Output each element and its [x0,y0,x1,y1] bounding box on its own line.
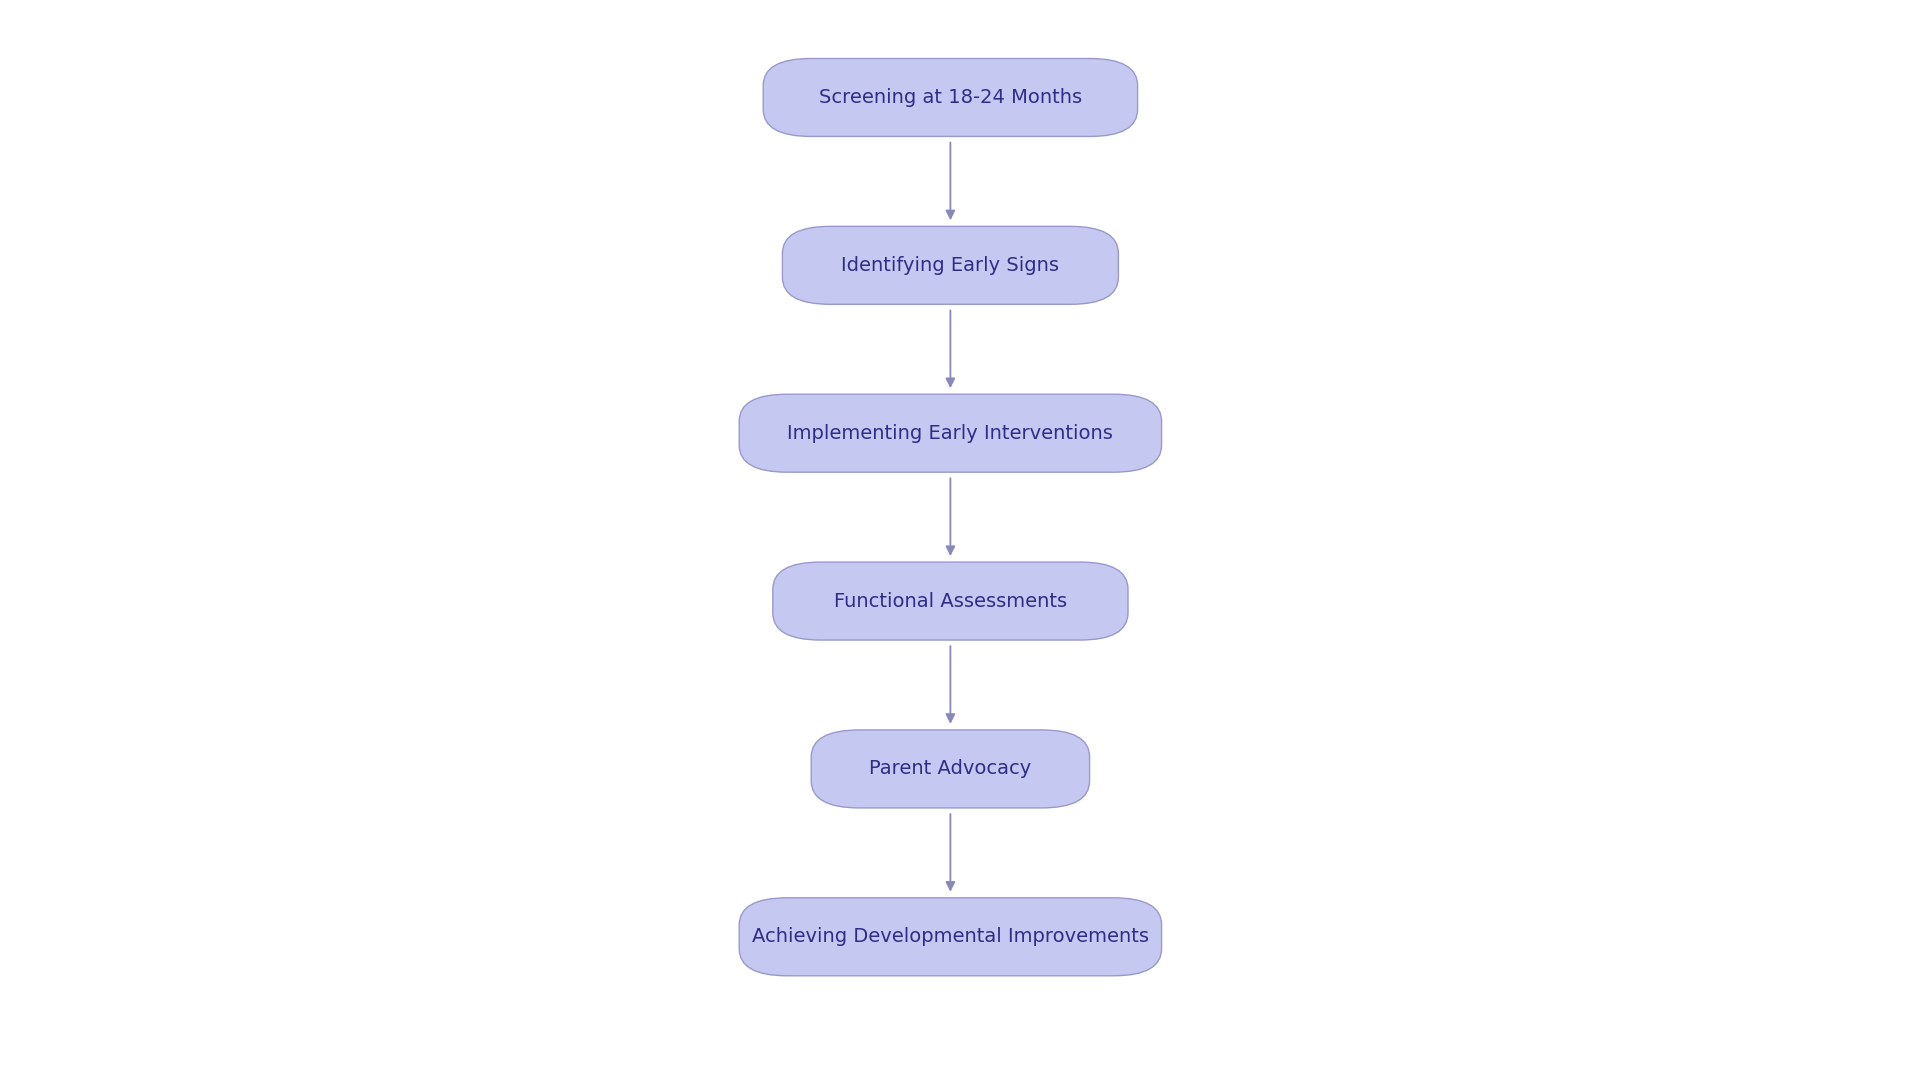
Text: Implementing Early Interventions: Implementing Early Interventions [787,423,1114,443]
Text: Parent Advocacy: Parent Advocacy [870,759,1031,779]
FancyBboxPatch shape [762,58,1137,136]
FancyBboxPatch shape [739,898,1162,976]
FancyBboxPatch shape [772,562,1127,640]
FancyBboxPatch shape [739,394,1162,472]
FancyBboxPatch shape [810,730,1089,808]
Text: Functional Assessments: Functional Assessments [833,591,1068,611]
Text: Screening at 18-24 Months: Screening at 18-24 Months [818,88,1083,107]
FancyBboxPatch shape [783,226,1117,304]
Text: Achieving Developmental Improvements: Achieving Developmental Improvements [753,927,1148,947]
Text: Identifying Early Signs: Identifying Early Signs [841,256,1060,275]
